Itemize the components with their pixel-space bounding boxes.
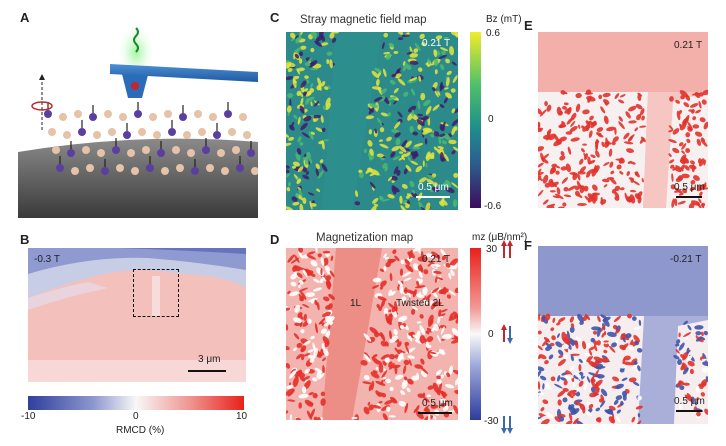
cantilever <box>110 64 258 82</box>
field-label: 0.21 T <box>422 38 451 49</box>
colorbar-tick-max: 0.6 <box>486 28 500 39</box>
scale-bar-label: 0.5 μm <box>674 396 705 407</box>
scale-bar <box>418 412 452 414</box>
colorbar-tick-min: -0.6 <box>484 201 502 212</box>
panel-label-f: F <box>524 238 532 253</box>
rmcd-colorbar <box>28 396 244 410</box>
magnetization-map-negative: -0.21 T 0.5 μm <box>538 246 708 424</box>
colorbar-min: -10 <box>21 411 36 422</box>
scale-bar <box>676 410 702 412</box>
magnetization-map: 0.21 T 1L Twisted 2L 0.5 μm <box>286 248 458 420</box>
field-label: 0.21 T <box>422 254 451 265</box>
colorbar-tick-min: -30 <box>484 416 499 427</box>
field-label: 0.21 T <box>674 40 703 51</box>
crystal-lattice <box>44 102 258 175</box>
colorbar-max: 10 <box>236 411 248 422</box>
substrate <box>18 138 258 218</box>
colorbar-label: Bz (mT) <box>486 14 522 25</box>
panel-label-e: E <box>524 18 533 33</box>
rotation-icon <box>31 101 53 111</box>
rmcd-map: -0.3 T 3 μm <box>28 248 246 382</box>
region-label-1l: 1L <box>350 298 362 309</box>
scale-bar <box>676 196 702 198</box>
spin-up-up-icon <box>501 240 513 258</box>
field-label: -0.3 T <box>34 254 60 265</box>
stray-field-map: 0.21 T 0.5 μm <box>286 32 458 210</box>
region-label-twisted-2l: Twisted 2L <box>396 298 444 309</box>
light-wave-icon <box>133 27 139 53</box>
colorbar-mid: 0 <box>133 411 139 422</box>
scale-bar-label: 0.5 μm <box>418 182 449 193</box>
colorbar-tick-zero: 0 <box>488 114 494 125</box>
schematic-illustration <box>18 22 258 218</box>
nv-center-icon <box>131 82 139 90</box>
spin-up-down-icon <box>501 324 513 344</box>
scale-bar-label: 0.5 μm <box>674 182 705 193</box>
panel-d-title: Magnetization map <box>316 232 414 244</box>
panel-c-title: Stray magnetic field map <box>300 14 427 26</box>
field-label: -0.21 T <box>670 254 702 265</box>
scale-bar <box>416 196 450 198</box>
panel-label-c: C <box>270 10 280 25</box>
zoom-region-box <box>133 269 179 317</box>
scale-bar-label: 3 μm <box>198 354 221 365</box>
spin-down-down-icon <box>501 416 513 434</box>
panel-label-a: A <box>20 10 30 25</box>
colorbar-label: RMCD (%) <box>116 425 165 436</box>
panel-label-d: D <box>270 232 280 247</box>
mz-colorbar <box>470 248 481 420</box>
panel-label-b: B <box>20 232 30 247</box>
scale-bar <box>188 370 226 372</box>
bz-colorbar <box>470 32 481 208</box>
magnetization-map-positive: 0.21 T 0.5 μm <box>538 32 708 208</box>
colorbar-tick-zero: 0 <box>488 329 494 340</box>
colorbar-label: mz (μB/nm²) <box>472 232 528 243</box>
colorbar-tick-max: 30 <box>486 244 498 255</box>
spin-arrows <box>501 240 513 434</box>
scale-bar-label: 0.5 μm <box>422 398 453 409</box>
